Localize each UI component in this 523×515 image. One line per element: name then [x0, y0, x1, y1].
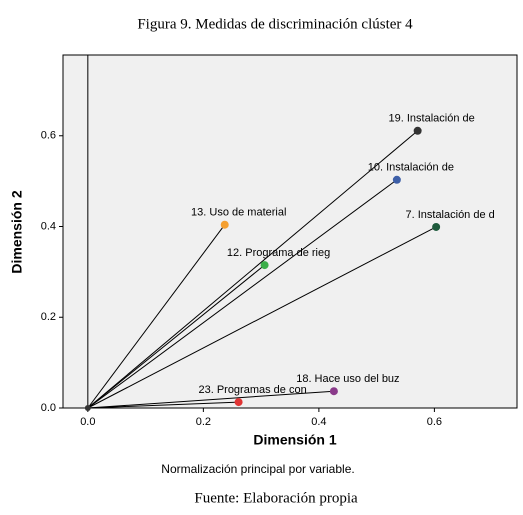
x-tick-label: 0.4	[311, 416, 326, 428]
y-tick-label: 0.2	[41, 311, 56, 323]
point-label: 19. Instalación de	[389, 113, 475, 125]
x-tick-label: 0.6	[427, 416, 442, 428]
point-label: 12. Programa de rieg	[227, 247, 330, 259]
point-label: 18. Hace uso del buz	[296, 373, 399, 385]
point-label: 13. Uso de material	[191, 207, 286, 219]
vector-line	[87, 179, 398, 409]
point-label: 23. Programas de con	[198, 384, 306, 396]
note: Normalización principal por variable.	[161, 462, 354, 476]
vector-line	[87, 264, 265, 409]
x-axis-title: Dimensión 1	[253, 432, 336, 448]
vector-line	[87, 130, 418, 409]
point-label: 7. Instalación de d	[405, 209, 494, 221]
vector-line	[87, 224, 226, 409]
source: Fuente: Elaboración propia	[194, 490, 358, 506]
vector-line	[87, 226, 437, 409]
y-tick-label: 0.6	[41, 130, 56, 142]
origin-point	[84, 405, 91, 411]
point	[432, 222, 441, 231]
point	[234, 398, 243, 407]
vector-line	[87, 390, 334, 409]
x-tick-label: 0.2	[196, 416, 211, 428]
chart-title: Figura 9. Medidas de discriminación clús…	[137, 16, 413, 32]
plot-area	[62, 54, 518, 409]
point	[392, 175, 401, 184]
y-tick-label: 0.4	[41, 220, 56, 232]
y-axis-title: Dimensión 2	[9, 190, 25, 273]
point	[260, 261, 269, 270]
y-tick-label: 0.0	[41, 402, 56, 414]
x-tick-label: 0.0	[80, 416, 95, 428]
point	[329, 387, 338, 396]
vector-line	[87, 401, 239, 409]
point-label: 10. Instalación de	[368, 162, 454, 174]
point	[220, 220, 229, 229]
point	[413, 126, 422, 135]
